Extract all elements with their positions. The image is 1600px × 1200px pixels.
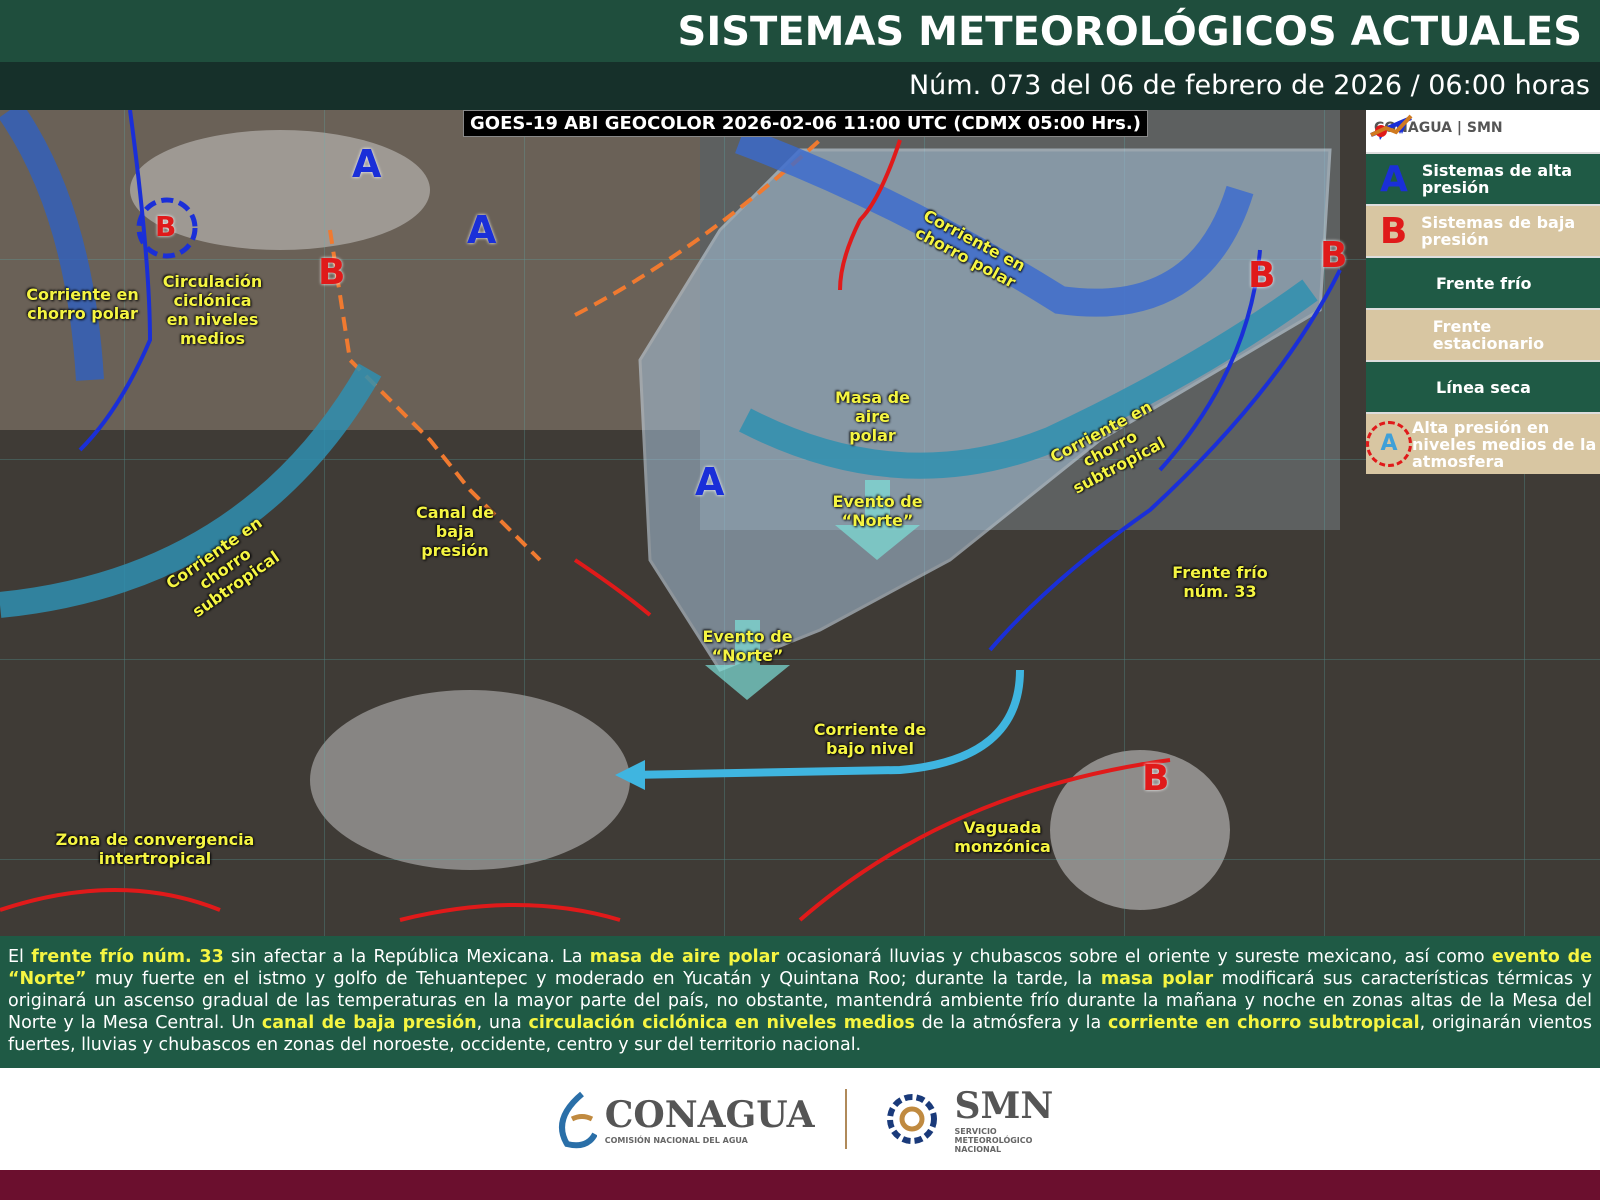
highlight: corriente en chorro subtropical	[1108, 1013, 1420, 1033]
smn-logo: SMN	[1466, 120, 1503, 136]
high-pressure-marker: A	[467, 208, 497, 252]
label-low-pressure-trough: Canal de baja presión	[415, 503, 495, 560]
label-itcz: Zona de convergencia intertropical	[55, 830, 255, 868]
dry-line	[574, 138, 822, 317]
text: modificará sus características térmicas …	[8, 969, 1592, 1033]
mid-level-high-icon: A	[1366, 421, 1412, 467]
legend-label: Sistemas de alta presión	[1421, 161, 1573, 197]
cold-front-west	[78, 110, 153, 452]
low-pressure-marker: B	[1248, 255, 1276, 296]
text: , una	[476, 1013, 529, 1033]
norte-arrow-2	[705, 620, 790, 700]
label-polar-jet-west: Corriente en chorro polar	[26, 285, 139, 323]
high-pressure-marker: A	[352, 142, 382, 186]
legend-label: Alta presión en niveles medios de la atm…	[1412, 417, 1597, 471]
mid-level-cyclone	[136, 197, 198, 259]
high-pressure-icon: A	[1379, 158, 1408, 200]
low-pressure-marker: B	[318, 252, 346, 293]
text: muy fuerte en el istmo y golfo de Tehuan…	[86, 969, 1101, 989]
low-pressure-marker: B	[1142, 758, 1170, 799]
norte-arrow-1	[835, 480, 920, 560]
text: de la atmósfera y la	[914, 1013, 1108, 1033]
label-cold-front-33: Frente frío núm. 33	[1172, 563, 1268, 601]
legend-label: Línea seca	[1436, 377, 1531, 397]
itcz	[0, 888, 621, 922]
label-monsoon-trough: Vaguada monzónica	[954, 818, 1051, 856]
label-low-level-current: Corriente de bajo nivel	[813, 720, 927, 758]
legend-label: Sistemas de baja presión	[1421, 213, 1576, 249]
low-pressure-marker: B	[1320, 235, 1348, 276]
smn-spiral-icon	[886, 1094, 937, 1144]
stationary-front	[838, 139, 902, 291]
smn-name: SMN	[954, 1084, 1054, 1127]
legend-item-dry-line: Línea seca	[1366, 114, 1600, 412]
low-pressure-marker: B	[155, 210, 177, 243]
legend-item-high: A Sistemas de alta presión	[1366, 152, 1600, 204]
weather-map: GOES-19 ABI GEOCOLOR 2026-02-06 11:00 UT…	[0, 110, 1600, 936]
polar-jet-west	[0, 110, 104, 381]
cold-front-33	[988, 269, 1342, 652]
polar-jet-east	[735, 126, 1254, 317]
text: , originarán vientos fuertes, lluvias y …	[8, 1013, 1592, 1055]
satellite-caption: GOES-19 ABI GEOCOLOR 2026-02-06 11:00 UT…	[463, 110, 1148, 137]
legend-item-mid-level-high: A Alta presión en niveles medios de la at…	[1366, 412, 1600, 474]
smn-subtitle: SERVICIO METEOROLÓGICO NACIONAL	[954, 1126, 1033, 1154]
highlight: masa polar	[1100, 969, 1214, 989]
legend-label: Frente frío	[1436, 273, 1532, 293]
conagua-subtitle: COMISIÓN NACIONAL DEL AGUA	[604, 1135, 748, 1145]
text: El	[8, 947, 32, 967]
text: sin afectar a la República Mexicana. La	[223, 947, 590, 967]
low-level-current	[629, 669, 1024, 779]
conagua-wave-icon	[558, 1091, 597, 1149]
smn-logo: SMN SERVICIO METEOROLÓGICO NACIONAL	[877, 1084, 1054, 1154]
monsoon-trough	[798, 758, 1171, 922]
legend-item-low: B Sistemas de baja presión	[1366, 204, 1600, 256]
highlight: circulación ciclónica en niveles medios	[528, 1013, 915, 1033]
highlight: canal de baja presión	[261, 1013, 477, 1033]
label-norte-event-2: Evento de “Norte”	[702, 627, 793, 665]
legend-item-stationary-front: Frente estacionario	[1366, 116, 1600, 360]
label-polar-air-mass: Masa de aire polar	[835, 388, 910, 445]
bulletin-description: El frente frío núm. 33 sin afectar a la …	[0, 936, 1600, 1068]
low-level-arrow-head	[615, 760, 645, 790]
highlight: frente frío núm. 33	[31, 947, 224, 967]
mid-level-high-symbol: A	[1366, 421, 1412, 467]
high-pressure-marker: A	[695, 460, 725, 504]
conagua-logo: CONAGUA COMISIÓN NACIONAL DEL AGUA	[547, 1089, 815, 1149]
subtropical-jet-east	[739, 279, 1318, 479]
page-title: SISTEMAS METEOROLÓGICOS ACTUALES	[0, 0, 1600, 62]
label-cyclonic-circulation: Circulación ciclónica en niveles medios	[162, 272, 263, 348]
bottom-bar	[0, 1170, 1600, 1200]
bulletin-subtitle: Núm. 073 del 06 de febrero de 2026 / 06:…	[0, 62, 1600, 110]
subtropical-jet-west	[0, 363, 382, 618]
low-pressure-icon: B	[1379, 210, 1408, 252]
legend: CONAGUA | SMN A Sistemas de alta presión …	[1366, 110, 1600, 474]
highlight: masa de aire polar	[589, 947, 780, 967]
conagua-name: CONAGUA	[604, 1093, 815, 1136]
legend-item-cold-front: Frente frío	[1366, 116, 1600, 308]
highlight: evento de “Norte”	[8, 947, 1593, 989]
label-norte-event-1: Evento de “Norte”	[832, 492, 923, 530]
text: ocasionará lluvias y chubascos sobre el …	[779, 947, 1492, 967]
legend-label: Frente estacionario	[1432, 317, 1545, 353]
cold-front-33b	[1158, 249, 1262, 472]
footer-logos: CONAGUA COMISIÓN NACIONAL DEL AGUA SMN SER…	[0, 1068, 1600, 1170]
map-graphics	[0, 110, 1600, 936]
stationary-front-mx	[573, 558, 652, 617]
divider	[844, 1089, 847, 1149]
dry-line	[328, 229, 542, 562]
